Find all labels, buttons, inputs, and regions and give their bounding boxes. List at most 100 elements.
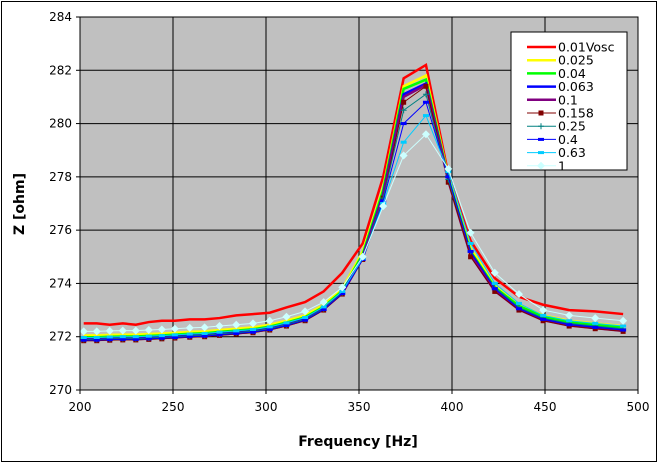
data-point [401, 99, 407, 105]
legend-entry: 0.04 [527, 66, 586, 81]
data-point [132, 335, 139, 339]
data-point [283, 324, 290, 328]
data-point [266, 325, 273, 329]
data-point [145, 337, 152, 341]
x-axis-label: Frequency [Hz] [298, 434, 417, 450]
data-point [185, 323, 194, 332]
legend-label: 0.063 [558, 79, 594, 94]
data-point [106, 338, 113, 342]
data-point [158, 336, 165, 340]
data-point [157, 325, 166, 334]
data-point [422, 91, 429, 98]
data-point [171, 336, 178, 340]
legend-label: 0.63 [558, 145, 586, 160]
data-point [171, 333, 178, 337]
data-point [514, 290, 523, 299]
data-point [421, 130, 430, 139]
data-point [266, 328, 273, 332]
legend-entry: 0.25 [527, 119, 586, 134]
legend-entry: 0.4 [527, 132, 578, 147]
data-point [515, 301, 522, 305]
x-tick-label: 200 [69, 400, 92, 414]
data-point [248, 319, 257, 328]
data-point [132, 337, 139, 341]
data-point [302, 316, 309, 320]
data-point [358, 252, 367, 261]
data-point [170, 324, 179, 333]
data-point [444, 164, 453, 173]
data-point [490, 268, 499, 277]
data-point [566, 323, 573, 327]
y-axis-label: Z [ohm] [12, 173, 28, 235]
data-point [282, 312, 291, 321]
data-point [466, 228, 475, 237]
y-tick-label: 272 [49, 330, 72, 344]
data-point [467, 249, 474, 253]
legend-entry: 0.063 [527, 79, 594, 94]
data-point [422, 114, 429, 118]
x-tick-label: 250 [162, 400, 185, 414]
x-tick-label: 400 [441, 400, 464, 414]
data-point [215, 322, 224, 331]
data-point [283, 321, 290, 325]
legend-entry: 1 [527, 158, 566, 173]
legend-label: 0.25 [558, 119, 586, 134]
data-point [400, 107, 407, 114]
legend-entry: 0.63 [527, 145, 586, 160]
data-point [233, 329, 240, 333]
data-point [539, 306, 548, 315]
data-point [399, 151, 408, 160]
legend-label: 0.4 [558, 132, 578, 147]
data-point [380, 199, 387, 203]
data-point [467, 241, 474, 245]
data-point [540, 313, 547, 317]
data-point [320, 308, 327, 312]
legend-label: 1 [558, 158, 566, 173]
y-tick-label: 280 [49, 117, 72, 131]
data-point [131, 326, 140, 335]
data-point [80, 338, 87, 342]
legend-marker [538, 110, 544, 116]
data-point [233, 332, 240, 336]
data-point [491, 281, 498, 285]
series-line [83, 73, 624, 337]
legend-label: 0.1 [558, 92, 578, 107]
y-tick-label: 276 [49, 223, 72, 237]
data-point [186, 332, 193, 336]
series-line [83, 62, 624, 326]
data-point [158, 334, 165, 338]
legend-marker [537, 161, 545, 170]
data-point [232, 320, 241, 329]
legend-marker [538, 151, 544, 155]
data-point [491, 287, 498, 291]
data-point [423, 83, 429, 89]
legend-entry: 0.158 [527, 106, 594, 121]
legend-label: 0.025 [558, 53, 594, 68]
series-0.4 [80, 100, 627, 342]
data-point [302, 318, 309, 322]
legend-entry: 0.025 [527, 53, 594, 68]
data-point [186, 335, 193, 339]
data-point [216, 333, 223, 337]
series-0.63 [80, 114, 627, 340]
series-0.01Vosc [83, 62, 624, 326]
data-point [422, 100, 429, 104]
data-point [201, 334, 208, 338]
data-point [118, 326, 127, 335]
legend: 0.01Vosc0.0250.040.0630.10.1580.250.40.6… [510, 31, 628, 173]
legend-label: 0.01Vosc [558, 40, 615, 55]
data-point [338, 283, 347, 292]
data-point [249, 330, 256, 334]
data-point [592, 321, 599, 325]
y-tick-label: 284 [49, 10, 72, 24]
data-point [400, 140, 407, 144]
data-point [265, 316, 274, 325]
data-point [445, 175, 452, 179]
data-point [468, 254, 474, 260]
data-point [119, 335, 126, 339]
x-tick-label: 500 [627, 400, 650, 414]
data-point [400, 122, 407, 126]
data-point [201, 332, 208, 336]
legend-marker [538, 137, 544, 141]
